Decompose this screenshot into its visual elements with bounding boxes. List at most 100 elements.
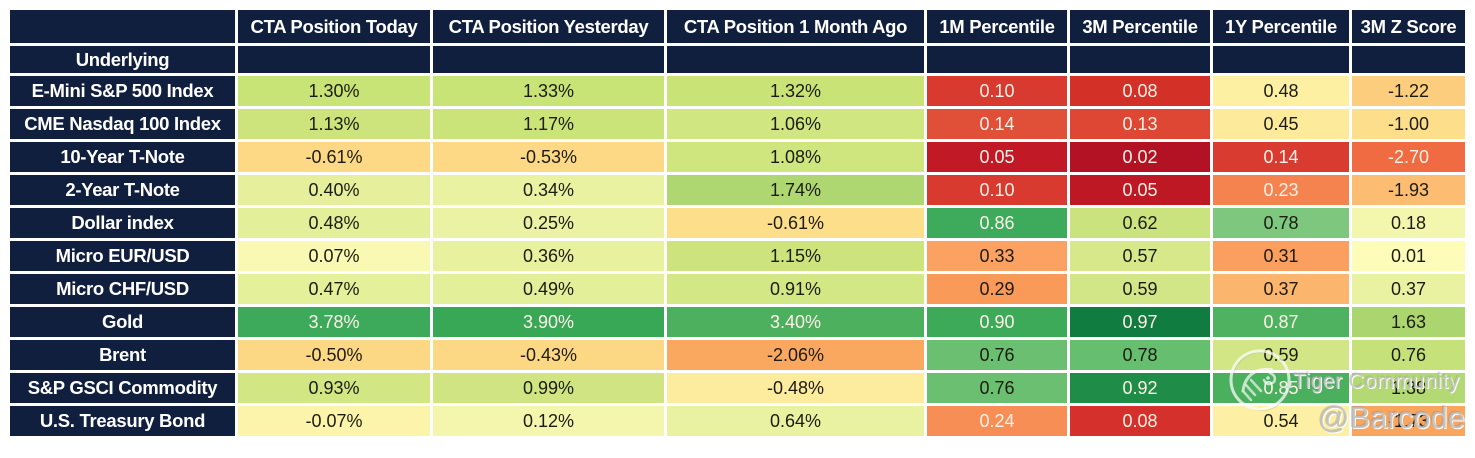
row-header-label: Underlying [10,46,235,73]
cell: 0.64% [667,406,924,436]
cell: 0.10 [927,175,1067,205]
cell: 1.74% [667,175,924,205]
column-header: 3M Z Score [1352,10,1465,43]
cell: -1.22 [1352,76,1465,106]
column-header: 1M Percentile [927,10,1067,43]
subheader-empty-cell [238,46,430,73]
cell: 0.24 [927,406,1067,436]
cell: 0.54 [1213,406,1349,436]
cell: 0.97 [1070,307,1210,337]
cell: 0.08 [1070,406,1210,436]
cell: 0.18 [1352,208,1465,238]
cell: 0.34% [433,175,664,205]
cell: -2.06% [667,340,924,370]
header-row: CTA Position Today CTA Position Yesterday… [10,10,1465,43]
cell: 0.93% [238,373,430,403]
table-row: Brent -0.50% -0.43% -2.06% 0.76 0.78 0.59 0.76 [10,340,1465,370]
cell: 0.92 [1070,373,1210,403]
cell: 3.78% [238,307,430,337]
subheader-empty-cell [433,46,664,73]
row-label: Micro CHF/USD [10,274,235,304]
cell: 0.59 [1070,274,1210,304]
table-row: 2-Year T-Note 0.40% 0.34% 1.74% 0.10 0.05 0.23… [10,175,1465,205]
row-label: Brent [10,340,235,370]
cell: 0.45 [1213,109,1349,139]
cell: -0.48% [667,373,924,403]
subheader-empty-cell [1213,46,1349,73]
cell: 0.76 [1352,340,1465,370]
cell: 3.40% [667,307,924,337]
cell: 1.08% [667,142,924,172]
cell: 0.37 [1352,274,1465,304]
column-header: 1Y Percentile [1213,10,1349,43]
corner-cell [10,10,235,43]
cell: -0.61% [238,142,430,172]
subheader-empty-cell [667,46,924,73]
cell: 0.05 [1070,175,1210,205]
row-label: Micro EUR/USD [10,241,235,271]
cell: 0.37 [1213,274,1349,304]
column-header: 3M Percentile [1070,10,1210,43]
cell: 0.14 [927,109,1067,139]
cell: 1.63 [1352,307,1465,337]
cell: 0.08 [1070,76,1210,106]
subheader-empty-cell [927,46,1067,73]
cell: 0.87 [1213,307,1349,337]
subheader-empty-cell [1070,46,1210,73]
table-row: Micro CHF/USD 0.47% 0.49% 0.91% 0.29 0.59 0.37… [10,274,1465,304]
subheader-row: Underlying [10,46,1465,73]
cell: 0.59 [1213,340,1349,370]
row-label: Gold [10,307,235,337]
cell: 1.38 [1352,373,1465,403]
cell: 0.01 [1352,241,1465,271]
cell: 0.13 [1070,109,1210,139]
cell: -1.73 [1352,406,1465,436]
cell: -2.70 [1352,142,1465,172]
column-header: CTA Position 1 Month Ago [667,10,924,43]
table-body: E-Mini S&P 500 Index 1.30% 1.33% 1.32% 0.10 0… [10,76,1465,436]
row-label: Dollar index [10,208,235,238]
cell: 0.48 [1213,76,1349,106]
table-row: Gold 3.78% 3.90% 3.40% 0.90 0.97 0.87 1.63 [10,307,1465,337]
cell: 0.31 [1213,241,1349,271]
cell: 3.90% [433,307,664,337]
cell: 1.33% [433,76,664,106]
cell: 0.40% [238,175,430,205]
row-label: 2-Year T-Note [10,175,235,205]
table-row: Dollar index 0.48% 0.25% -0.61% 0.86 0.62 0.78… [10,208,1465,238]
cell: 0.76 [927,373,1067,403]
cell: -0.07% [238,406,430,436]
row-label: CME Nasdaq 100 Index [10,109,235,139]
table-row: CME Nasdaq 100 Index 1.13% 1.17% 1.06% 0.14 0… [10,109,1465,139]
column-header: CTA Position Today [238,10,430,43]
cell: 0.07% [238,241,430,271]
table-row: S&P GSCI Commodity 0.93% 0.99% -0.48% 0.76 0.… [10,373,1465,403]
cta-positions-table: CTA Position Today CTA Position Yesterday… [7,7,1468,439]
cell: 1.06% [667,109,924,139]
cell: 0.14 [1213,142,1349,172]
cell: 0.36% [433,241,664,271]
cell: 0.05 [927,142,1067,172]
cell: 0.10 [927,76,1067,106]
cell: 0.57 [1070,241,1210,271]
cell: 1.13% [238,109,430,139]
cell: 0.86 [927,208,1067,238]
cell: 0.91% [667,274,924,304]
cell: -0.50% [238,340,430,370]
row-label: 10-Year T-Note [10,142,235,172]
cell: -0.53% [433,142,664,172]
cell: 1.17% [433,109,664,139]
cell: 0.78 [1070,340,1210,370]
cell: 1.32% [667,76,924,106]
cell: 0.02 [1070,142,1210,172]
cell: 0.23 [1213,175,1349,205]
row-label: E-Mini S&P 500 Index [10,76,235,106]
cell: 0.76 [927,340,1067,370]
table-row: U.S. Treasury Bond -0.07% 0.12% 0.64% 0.24 0.… [10,406,1465,436]
cell: 1.15% [667,241,924,271]
table-row: Micro EUR/USD 0.07% 0.36% 1.15% 0.33 0.57 0.31… [10,241,1465,271]
cell: 0.90 [927,307,1067,337]
cell: -1.00 [1352,109,1465,139]
cell: 0.47% [238,274,430,304]
subheader-empty-cell [1352,46,1465,73]
